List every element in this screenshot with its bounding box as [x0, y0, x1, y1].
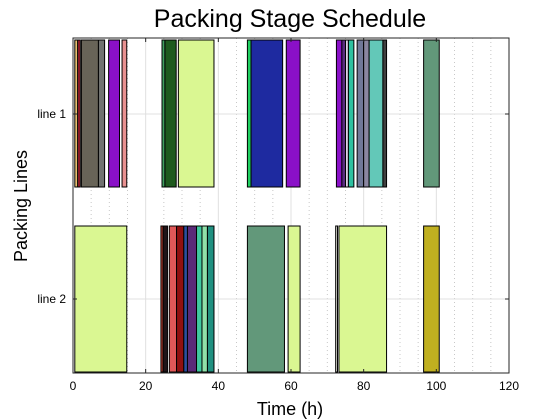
task-bar: [162, 225, 168, 373]
task-bar: [363, 39, 370, 188]
task-bar: [77, 39, 81, 188]
task-bar: [168, 225, 178, 373]
task-bar: [186, 225, 198, 373]
x-axis-ticks: 0 20 40 60 80 100 120: [70, 38, 519, 393]
task-bar: [368, 39, 384, 188]
task-bar: [80, 39, 99, 188]
x-tick-label: 100: [426, 379, 446, 393]
y-tick-label: line 1: [37, 107, 66, 121]
task-bar: [285, 39, 301, 188]
task-bar: [201, 225, 208, 373]
task-bar: [196, 225, 203, 373]
task-bar: [176, 225, 185, 373]
task-bar: [250, 39, 284, 188]
task-bar: [121, 39, 128, 188]
task-bar: [356, 39, 365, 188]
task-bar: [287, 225, 301, 373]
chart-title: Packing Stage Schedule: [154, 5, 426, 33]
task-bar: [341, 39, 347, 188]
task-bar: [338, 225, 388, 373]
task-bar: [335, 225, 339, 373]
task-bars: [74, 39, 440, 373]
y-tick-label: line 2: [37, 292, 66, 306]
task-bar: [335, 39, 343, 188]
x-tick-label: 80: [357, 379, 371, 393]
task-bar: [97, 39, 106, 188]
task-bar: [423, 39, 440, 188]
task-bar: [74, 225, 128, 373]
task-bar: [246, 39, 252, 188]
task-bar: [382, 39, 388, 188]
task-bar: [183, 225, 188, 373]
task-bar: [177, 39, 215, 188]
x-tick-label: 40: [212, 379, 226, 393]
task-bar: [347, 39, 355, 188]
task-bar: [108, 39, 121, 188]
task-bar: [246, 225, 285, 373]
y-axis-label: Packing Lines: [11, 150, 31, 262]
task-bar: [206, 225, 215, 373]
x-tick-label: 20: [139, 379, 153, 393]
y-axis-ticks: line 1 line 2: [37, 107, 509, 306]
x-tick-label: 60: [284, 379, 298, 393]
task-bar: [164, 39, 177, 188]
x-axis-label: Time (h): [257, 399, 323, 419]
x-tick-label: 120: [499, 379, 519, 393]
x-tick-label: 0: [70, 379, 77, 393]
task-bar: [423, 225, 440, 373]
